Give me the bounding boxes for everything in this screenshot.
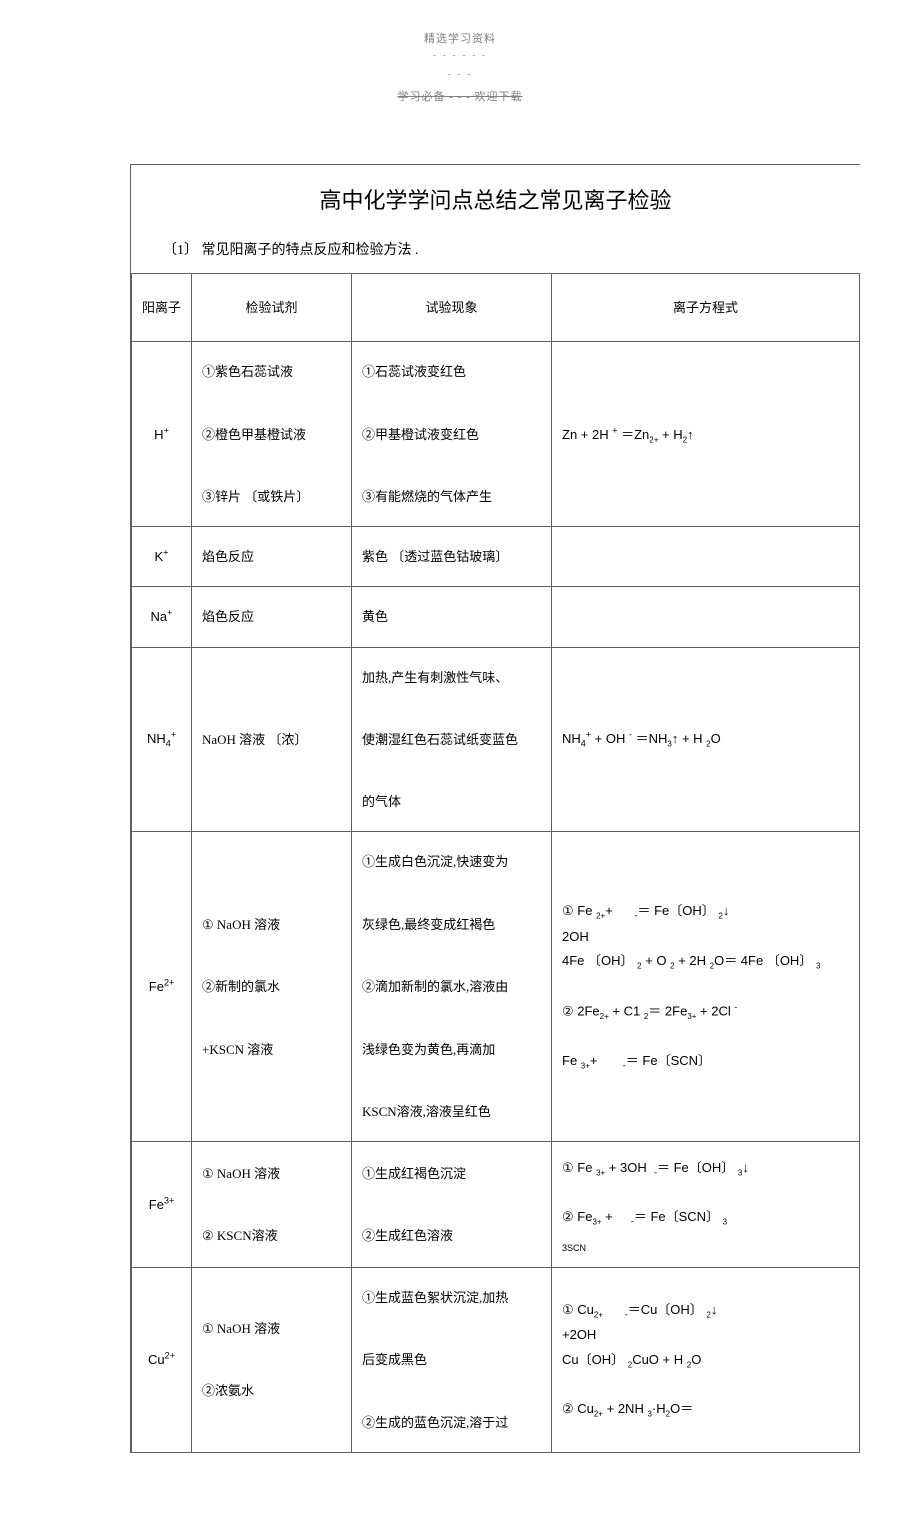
- equation-cell: ① Fe 2++ -＝ Fe〔OH〕 2↓2OH4Fe 〔OH〕 2 + O 2…: [552, 832, 860, 1142]
- reagent-cell: ① NaOH 溶液② KSCN溶液: [192, 1142, 352, 1268]
- equation-cell: ① Cu2+ -＝Cu〔OH〕 2↓+2OHCu〔OH〕 2CuO + H 2O…: [552, 1267, 860, 1452]
- equation-cell: ① Fe 3+ + 3OH -＝ Fe〔OH〕 3↓② Fe3+ + -＝ Fe…: [552, 1142, 860, 1268]
- sub-header-dashes: - - - - - -: [0, 50, 920, 61]
- document-subtitle: 〔1〕 常见阳离子的特点反应和检验方法 .: [131, 239, 860, 273]
- sub-header-sub: - - -: [0, 69, 920, 80]
- phenom-cell: ①生成红褐色沉淀②生成红色溶液: [352, 1142, 552, 1268]
- col-header-equation: 离子方程式: [552, 274, 860, 342]
- ion-cell: Fe2+: [132, 832, 192, 1142]
- table-row: Fe2+ ① NaOH 溶液②新制的氯水+KSCN 溶液 ①生成白色沉淀,快速变…: [132, 832, 860, 1142]
- top-header: 精选学习资料: [0, 30, 920, 46]
- col-header-reagent: 检验试剂: [192, 274, 352, 342]
- ion-cell: NH4+: [132, 647, 192, 832]
- table-row: H+ ①紫色石蕊试液②橙色甲基橙试液③锌片 〔或铁片〕 ①石蕊试液变红色②甲基橙…: [132, 342, 860, 527]
- reagent-cell: ①紫色石蕊试液②橙色甲基橙试液③锌片 〔或铁片〕: [192, 342, 352, 527]
- table-row: K+ 焰色反应 紫色 〔透过蓝色钴玻璃〕: [132, 527, 860, 587]
- equation-cell: NH4+ + OH - ＝NH3↑ + H 2O: [552, 647, 860, 832]
- table-row: Cu2+ ① NaOH 溶液②浓氨水 ①生成蓝色絮状沉淀,加热后变成黑色②生成的…: [132, 1267, 860, 1452]
- table-header-row: 阳离子 检验试剂 试验现象 离子方程式: [132, 274, 860, 342]
- col-header-phenom: 试验现象: [352, 274, 552, 342]
- ion-cell: K+: [132, 527, 192, 587]
- table-row: Na+ 焰色反应 黄色: [132, 587, 860, 647]
- table-row: Fe3+ ① NaOH 溶液② KSCN溶液 ①生成红褐色沉淀②生成红色溶液 ①…: [132, 1142, 860, 1268]
- reagent-cell: 焰色反应: [192, 527, 352, 587]
- table-row: NH4+ NaOH 溶液 〔浓〕 加热,产生有刺激性气味、使潮湿红色石蕊试纸变蓝…: [132, 647, 860, 832]
- ion-cell: Na+: [132, 587, 192, 647]
- equation-cell: [552, 587, 860, 647]
- equation-cell: [552, 527, 860, 587]
- reagent-cell: ① NaOH 溶液②浓氨水: [192, 1267, 352, 1452]
- ion-cell: Fe3+: [132, 1142, 192, 1268]
- phenom-cell: 紫色 〔透过蓝色钴玻璃〕: [352, 527, 552, 587]
- page: 精选学习资料 - - - - - - - - - 学习必备 - - - 欢迎下载…: [0, 0, 920, 1513]
- phenom-cell: ①生成白色沉淀,快速变为灰绿色,最终变成红褐色②滴加新制的氯水,溶液由浅绿色变为…: [352, 832, 552, 1142]
- ion-table: 阳离子 检验试剂 试验现象 离子方程式 H+ ①紫色石蕊试液②橙色甲基橙试液③锌…: [131, 273, 860, 1453]
- reagent-cell: NaOH 溶液 〔浓〕: [192, 647, 352, 832]
- reagent-cell: ① NaOH 溶液②新制的氯水+KSCN 溶液: [192, 832, 352, 1142]
- phenom-cell: ①石蕊试液变红色②甲基橙试液变红色③有能燃烧的气体产生: [352, 342, 552, 527]
- phenom-cell: 加热,产生有刺激性气味、使潮湿红色石蕊试纸变蓝色的气体: [352, 647, 552, 832]
- struck-header: 学习必备 - - - 欢迎下载: [0, 88, 920, 104]
- col-header-ion: 阳离子: [132, 274, 192, 342]
- ion-cell: H+: [132, 342, 192, 527]
- phenom-cell: ①生成蓝色絮状沉淀,加热后变成黑色②生成的蓝色沉淀,溶于过: [352, 1267, 552, 1452]
- content-frame: 高中化学学问点总结之常见离子检验 〔1〕 常见阳离子的特点反应和检验方法 . 阳…: [130, 164, 860, 1453]
- ion-cell: Cu2+: [132, 1267, 192, 1452]
- reagent-cell: 焰色反应: [192, 587, 352, 647]
- equation-cell: Zn + 2H + ＝Zn2+ + H2↑: [552, 342, 860, 527]
- document-title: 高中化学学问点总结之常见离子检验: [131, 165, 860, 239]
- phenom-cell: 黄色: [352, 587, 552, 647]
